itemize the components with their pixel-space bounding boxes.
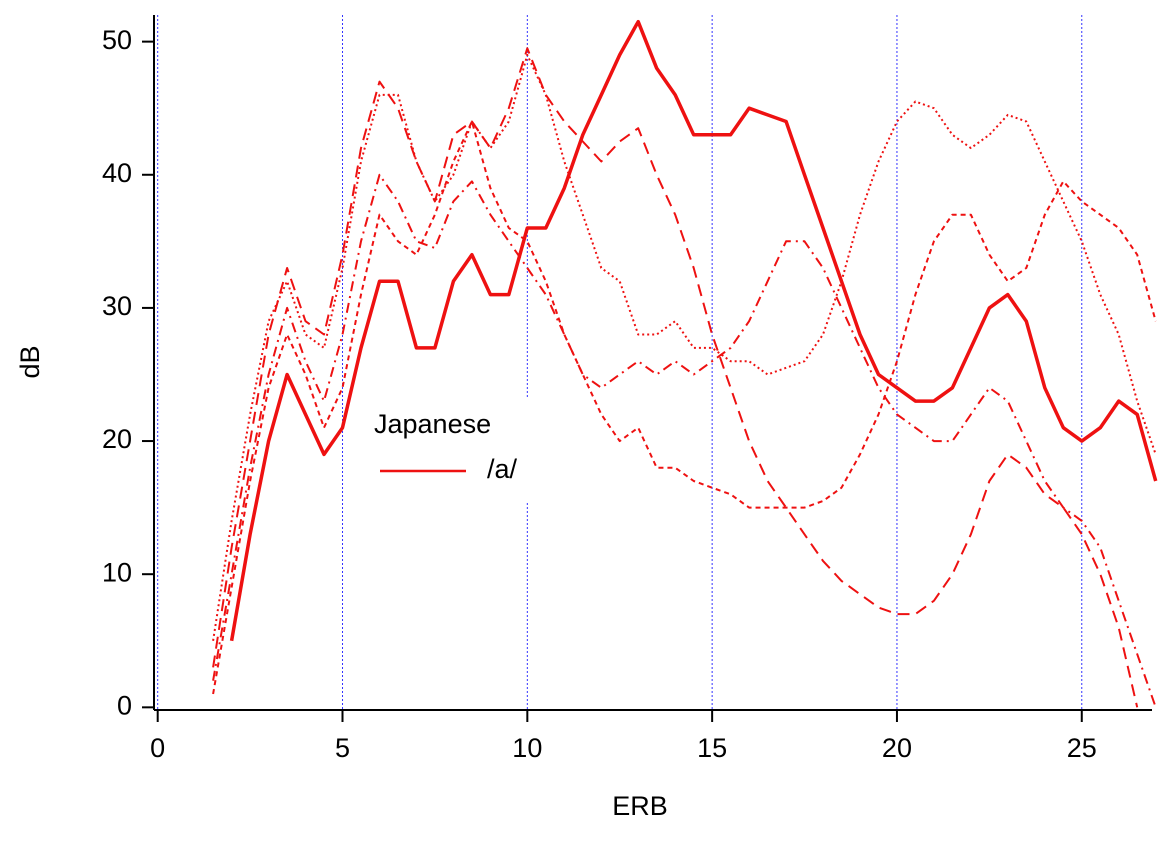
series-line <box>212 53 1157 641</box>
x-tick-label: 20 <box>882 733 912 763</box>
x-tick-label: 15 <box>697 733 727 763</box>
y-tick-label: 10 <box>102 557 132 587</box>
y-tick-label: 20 <box>102 424 132 454</box>
y-tick-label: 0 <box>117 690 132 720</box>
series-line <box>212 173 1157 708</box>
y-axis-label: dB <box>15 345 45 378</box>
x-tick-label: 0 <box>150 733 165 763</box>
series-line <box>229 19 1158 642</box>
series-line <box>212 47 1139 708</box>
legend-box <box>362 398 567 503</box>
x-axis-label: ERB <box>612 791 668 821</box>
x-tick-label: 25 <box>1067 733 1097 763</box>
x-tick-label: 5 <box>335 733 350 763</box>
x-tick-label: 10 <box>512 733 542 763</box>
y-tick-label: 50 <box>102 25 132 55</box>
y-tick-label: 30 <box>102 291 132 321</box>
legend-title: Japanese <box>374 409 491 439</box>
y-tick-label: 40 <box>102 158 132 188</box>
legend-label: /a/ <box>487 454 518 484</box>
series-line <box>212 120 1157 695</box>
